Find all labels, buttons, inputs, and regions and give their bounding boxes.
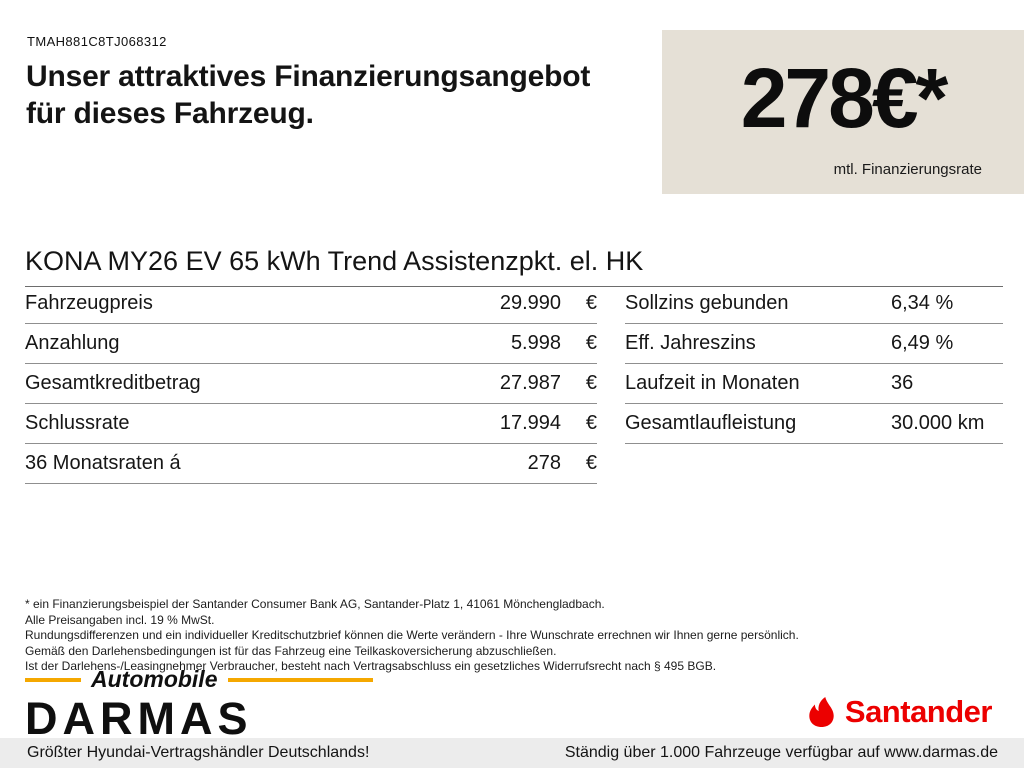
finance-value: 278	[527, 452, 561, 474]
finance-unit: €	[585, 332, 597, 354]
darmas-logo: Automobile DARMAS	[25, 666, 373, 742]
finance-value: 17.994	[499, 412, 561, 434]
finance-value: 5.998	[510, 332, 561, 354]
page-title-line1: Unser attraktives Finanzierungsangebot	[26, 60, 591, 93]
finance-row-schlussrate: Schlussrate 17.994 €	[25, 404, 597, 444]
finance-unit: €	[585, 372, 597, 394]
disclaimer-line: Ist der Darlehens-/Leasingnehmer Verbrau…	[25, 659, 717, 673]
disclaimer-block: * ein Finanzierungsbeispiel der Santande…	[25, 597, 990, 675]
santander-logo: Santander	[808, 694, 993, 730]
vehicle-model-title: KONA MY26 EV 65 kWh Trend Assistenzpkt. …	[25, 246, 1003, 287]
finance-value: 36	[891, 372, 914, 394]
darmas-logo-top: Automobile	[25, 666, 373, 693]
finance-unit: €	[585, 412, 597, 434]
finance-row-anzahlung: Anzahlung 5.998 €	[25, 324, 597, 364]
finance-label: Eff. Jahreszins	[625, 332, 756, 354]
monthly-rate-panel: 278€* mtl. Finanzierungsrate	[662, 30, 1024, 194]
santander-flame-icon	[809, 697, 834, 727]
bottom-tagline-strip: Größter Hyundai-Vertragshändler Deutschl…	[0, 738, 1024, 768]
darmas-accent-line-right	[227, 677, 373, 682]
website-tagline: Ständig über 1.000 Fahrzeuge verfügbar a…	[564, 744, 998, 761]
finance-label: Gesamtlaufleistung	[625, 412, 797, 434]
finance-label: Laufzeit in Monaten	[625, 372, 800, 394]
finance-label: Anzahlung	[25, 332, 120, 354]
finance-row-gesamtlaufleistung: Gesamtlaufleistung 30.000 km	[625, 404, 1003, 444]
finance-value: 29.990	[499, 292, 561, 314]
finance-row-monatsraten: 36 Monatsraten á 278 €	[25, 444, 597, 484]
finance-row-sollzins: Sollzins gebunden 6,34 %	[625, 284, 1003, 324]
finance-row-gesamtkreditbetrag: Gesamtkreditbetrag 27.987 €	[25, 364, 597, 404]
finance-label: Sollzins gebunden	[625, 292, 789, 314]
finance-value: 6,49 %	[891, 332, 954, 354]
darmas-wordmark: DARMAS	[25, 693, 253, 744]
monthly-rate-label: mtl. Finanzierungsrate	[833, 161, 982, 178]
finance-table: Fahrzeugpreis 29.990 € Anzahlung 5.998 €…	[25, 284, 1003, 484]
finance-label: 36 Monatsraten á	[25, 452, 181, 474]
finance-column-right: Sollzins gebunden 6,34 % Eff. Jahreszins…	[625, 284, 1003, 484]
finance-label: Gesamtkreditbetrag	[25, 372, 201, 394]
monthly-rate-value: 278€*	[740, 51, 949, 145]
finance-unit: €	[585, 292, 597, 314]
disclaimer-line: Rundungsdifferenzen und ein individuelle…	[25, 628, 799, 642]
disclaimer-line: * ein Finanzierungsbeispiel der Santande…	[25, 597, 605, 611]
finance-column-left: Fahrzeugpreis 29.990 € Anzahlung 5.998 €…	[25, 284, 597, 484]
disclaimer-line: Alle Preisangaben incl. 19 % MwSt.	[25, 612, 215, 627]
page-title-line2: für dieses Fahrzeug.	[26, 97, 314, 130]
finance-row-jahreszins: Eff. Jahreszins 6,49 %	[625, 324, 1003, 364]
santander-wordmark: Santander	[844, 694, 993, 729]
finance-value: 6,34 %	[891, 292, 954, 314]
finance-row-laufzeit: Laufzeit in Monaten 36	[625, 364, 1003, 404]
finance-label: Schlussrate	[25, 412, 130, 434]
finance-row-fahrzeugpreis: Fahrzeugpreis 29.990 €	[25, 284, 597, 324]
darmas-accent-line-left	[25, 677, 81, 682]
vin-number: TMAH881C8TJ068312	[27, 34, 167, 49]
finance-value: 30.000 km	[891, 412, 985, 434]
finance-unit: €	[585, 452, 597, 474]
page-title: Unser attraktives Finanzierungsangebot f…	[26, 58, 590, 132]
disclaimer-line: Gemäß den Darlehensbedingungen ist für d…	[25, 643, 557, 658]
finance-label: Fahrzeugpreis	[25, 292, 153, 314]
dealer-tagline: Größter Hyundai-Vertragshändler Deutschl…	[27, 744, 370, 761]
darmas-automobile-text: Automobile	[91, 666, 218, 692]
finance-value: 27.987	[499, 372, 561, 394]
